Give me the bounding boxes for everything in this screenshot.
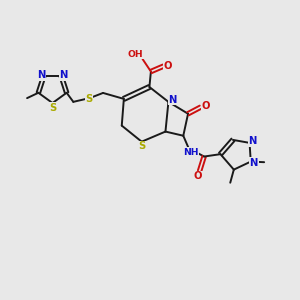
Text: N: N [250,158,258,168]
Text: S: S [139,141,146,152]
Text: O: O [201,101,210,111]
Text: O: O [164,61,172,70]
Text: NH: NH [183,148,198,157]
Text: N: N [59,70,68,80]
Text: N: N [248,136,257,146]
Text: S: S [49,103,56,113]
Text: OH: OH [128,50,143,59]
Text: N: N [37,70,46,80]
Text: O: O [194,171,202,181]
Text: N: N [168,95,177,105]
Text: S: S [85,94,92,104]
